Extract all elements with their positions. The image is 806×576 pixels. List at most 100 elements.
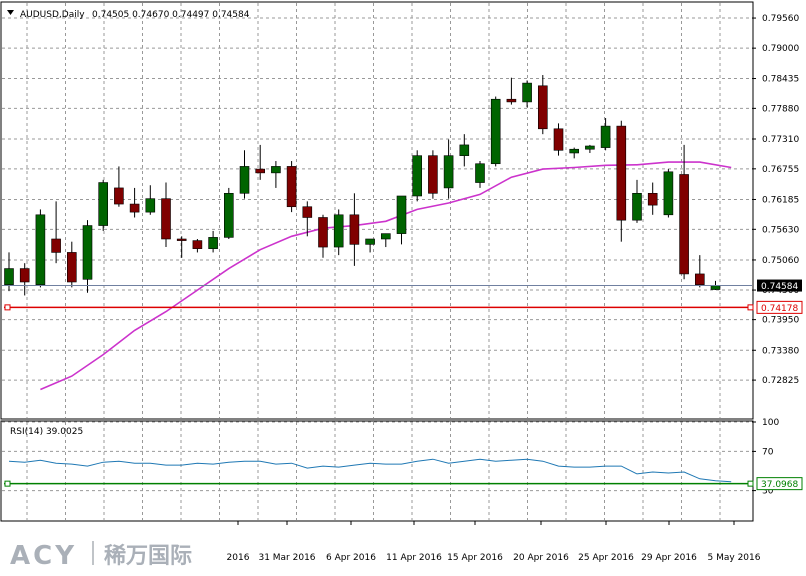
logo: ACY 稀万国际 — [0, 530, 226, 576]
rsi-tick-label: 100 — [762, 418, 779, 428]
price-tick-label: 0.76185 — [762, 195, 799, 205]
candle-bullish — [208, 230, 218, 253]
candle-body — [663, 171, 674, 216]
level-price-box — [756, 300, 803, 314]
candle-body — [19, 268, 30, 283]
time-tick-label: 20 Apr 2016 — [513, 553, 569, 563]
candle-bullish — [35, 209, 46, 288]
candle-body — [522, 82, 532, 103]
level-handle-left — [4, 304, 11, 311]
candle-bullish — [490, 96, 501, 167]
candle-body — [600, 125, 611, 148]
rsi-panel-frame — [0, 420, 754, 522]
candle-body — [161, 198, 171, 240]
candle-body — [412, 155, 423, 197]
candle-bearish — [318, 214, 328, 258]
logo-latin: ACY — [10, 541, 77, 571]
price-tick-label: 0.76755 — [762, 165, 799, 175]
price-tick-label: 0.72825 — [762, 376, 799, 386]
candle-bearish — [679, 144, 689, 280]
candle-bullish — [459, 134, 470, 167]
candle-body — [537, 85, 548, 130]
candle-bearish — [67, 241, 77, 288]
time-tick-label: 15 Apr 2016 — [447, 553, 503, 563]
current-price-box — [757, 279, 802, 292]
rsi-tick-label: 70 — [762, 447, 774, 457]
candle-body — [365, 238, 375, 245]
candle-body — [506, 98, 517, 103]
candle-bullish — [396, 195, 407, 245]
candle-bearish — [161, 182, 171, 248]
candle-body — [396, 195, 407, 234]
candle-bearish — [506, 77, 517, 105]
candle-body — [35, 214, 46, 285]
candle-body — [428, 155, 438, 194]
candle-bearish — [114, 166, 124, 207]
candle-bullish — [224, 187, 234, 239]
candle-body — [286, 166, 297, 208]
candle-bearish — [694, 255, 705, 288]
candle-body — [114, 187, 124, 205]
candle-bullish — [443, 139, 454, 199]
collapse-triangle-icon[interactable] — [7, 10, 14, 15]
candle-body — [318, 217, 328, 248]
price-tick-label: 0.75630 — [762, 225, 799, 235]
time-tick-label: 25 Apr 2016 — [578, 553, 634, 563]
price-tick-label: 0.78435 — [762, 75, 799, 85]
time-tick-label: 6 Apr 2016 — [326, 553, 376, 563]
candle-body — [475, 163, 485, 183]
price-tick-label: 0.75060 — [762, 256, 799, 266]
candle-bullish — [145, 185, 156, 215]
candle-bullish — [632, 179, 642, 223]
grid — [2, 3, 752, 520]
candle-body — [679, 174, 689, 275]
time-tick-label: 5 May 2016 — [708, 553, 761, 563]
candle-bullish — [585, 144, 595, 153]
price-axis: 0.79560 0.79000 0.78435 0.77880 0.77310 0.767… — [4, 14, 803, 386]
candle-body — [67, 252, 77, 283]
candle-body — [239, 166, 250, 194]
moving-average-line — [40, 161, 732, 391]
candle-body — [694, 273, 705, 285]
candle-body — [271, 166, 281, 174]
candle-body — [98, 182, 108, 226]
candle-bearish — [51, 201, 61, 264]
rsi-tick-label: 30 — [762, 487, 774, 497]
level-price-label: 0.74178 — [761, 304, 798, 314]
candle-bullish — [239, 150, 250, 199]
candle-body — [380, 233, 391, 240]
time-tick-label: 11 Apr 2016 — [386, 553, 442, 563]
rsi-level-label: 37.0968 — [761, 480, 798, 490]
price-tick-label: 0.79560 — [762, 14, 799, 24]
candle-body — [4, 268, 14, 285]
candle-bearish — [255, 144, 265, 180]
candle-bearish — [192, 238, 203, 253]
candles — [4, 75, 721, 296]
candle-body — [145, 198, 156, 213]
candle-bearish — [129, 187, 140, 218]
candle-bullish — [4, 252, 14, 292]
time-tick-label: 31 Mar 2016 — [258, 553, 315, 563]
price-tick-label: 0.77880 — [762, 104, 799, 114]
candle-body — [255, 168, 265, 174]
candle-bearish — [553, 123, 564, 156]
time-tick-label: 29 Apr 2016 — [641, 553, 697, 563]
current-price-label: 0.74584 — [761, 282, 798, 292]
candle-body — [302, 206, 313, 218]
price-tick-label: 0.73380 — [762, 346, 799, 356]
candle-bullish — [333, 209, 344, 256]
symbol-label: AUDUSD,Daily — [20, 10, 85, 20]
candle-body — [553, 128, 564, 151]
candle-bearish — [19, 263, 30, 296]
candle-body — [710, 285, 721, 290]
candle-body — [224, 192, 234, 238]
price-tick-label: 0.79000 — [762, 44, 799, 54]
ohlc-label: 0.74505 0.74670 0.74497 0.74584 — [92, 10, 250, 20]
candle-bullish — [522, 80, 532, 108]
logo-divider — [92, 541, 94, 565]
rsi-level-box — [756, 477, 803, 491]
candle-bearish — [428, 150, 438, 199]
candle-body — [82, 225, 93, 280]
time-tick-label: 2016 — [227, 553, 250, 563]
